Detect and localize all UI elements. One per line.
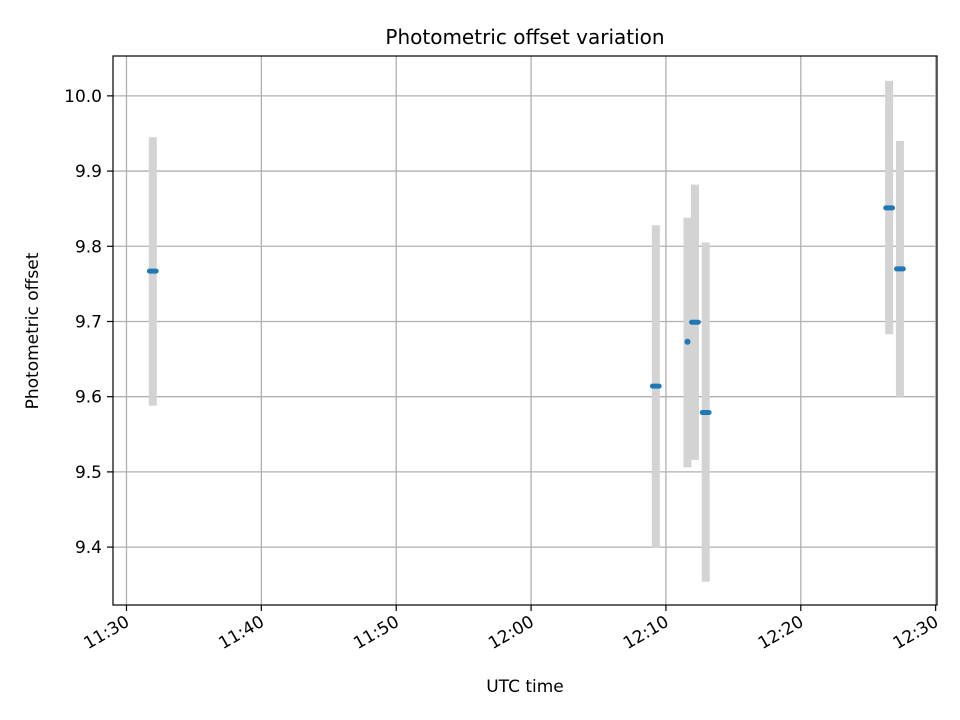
y-tick-label: 10.0: [64, 87, 102, 107]
y-tick-label: 9.8: [75, 237, 102, 257]
y-tick-label: 9.5: [75, 463, 102, 483]
data-point: [684, 338, 691, 345]
y-axis-ticks: 9.4 9.5 9.6 9.7 9.8 9.9 10.0: [64, 87, 113, 558]
plot-frame: [112, 55, 938, 606]
y-axis-title: Photometric offset: [23, 252, 43, 409]
chart-title: Photometric offset variation: [385, 25, 664, 49]
y-tick-label: 9.6: [75, 388, 102, 408]
y-tick-label: 9.7: [75, 312, 102, 332]
y-tick-label: 9.4: [75, 538, 102, 558]
x-axis-title: UTC time: [486, 677, 564, 697]
y-tick-label: 9.9: [75, 162, 102, 182]
grid: [113, 56, 937, 605]
data-points: [146, 205, 906, 415]
